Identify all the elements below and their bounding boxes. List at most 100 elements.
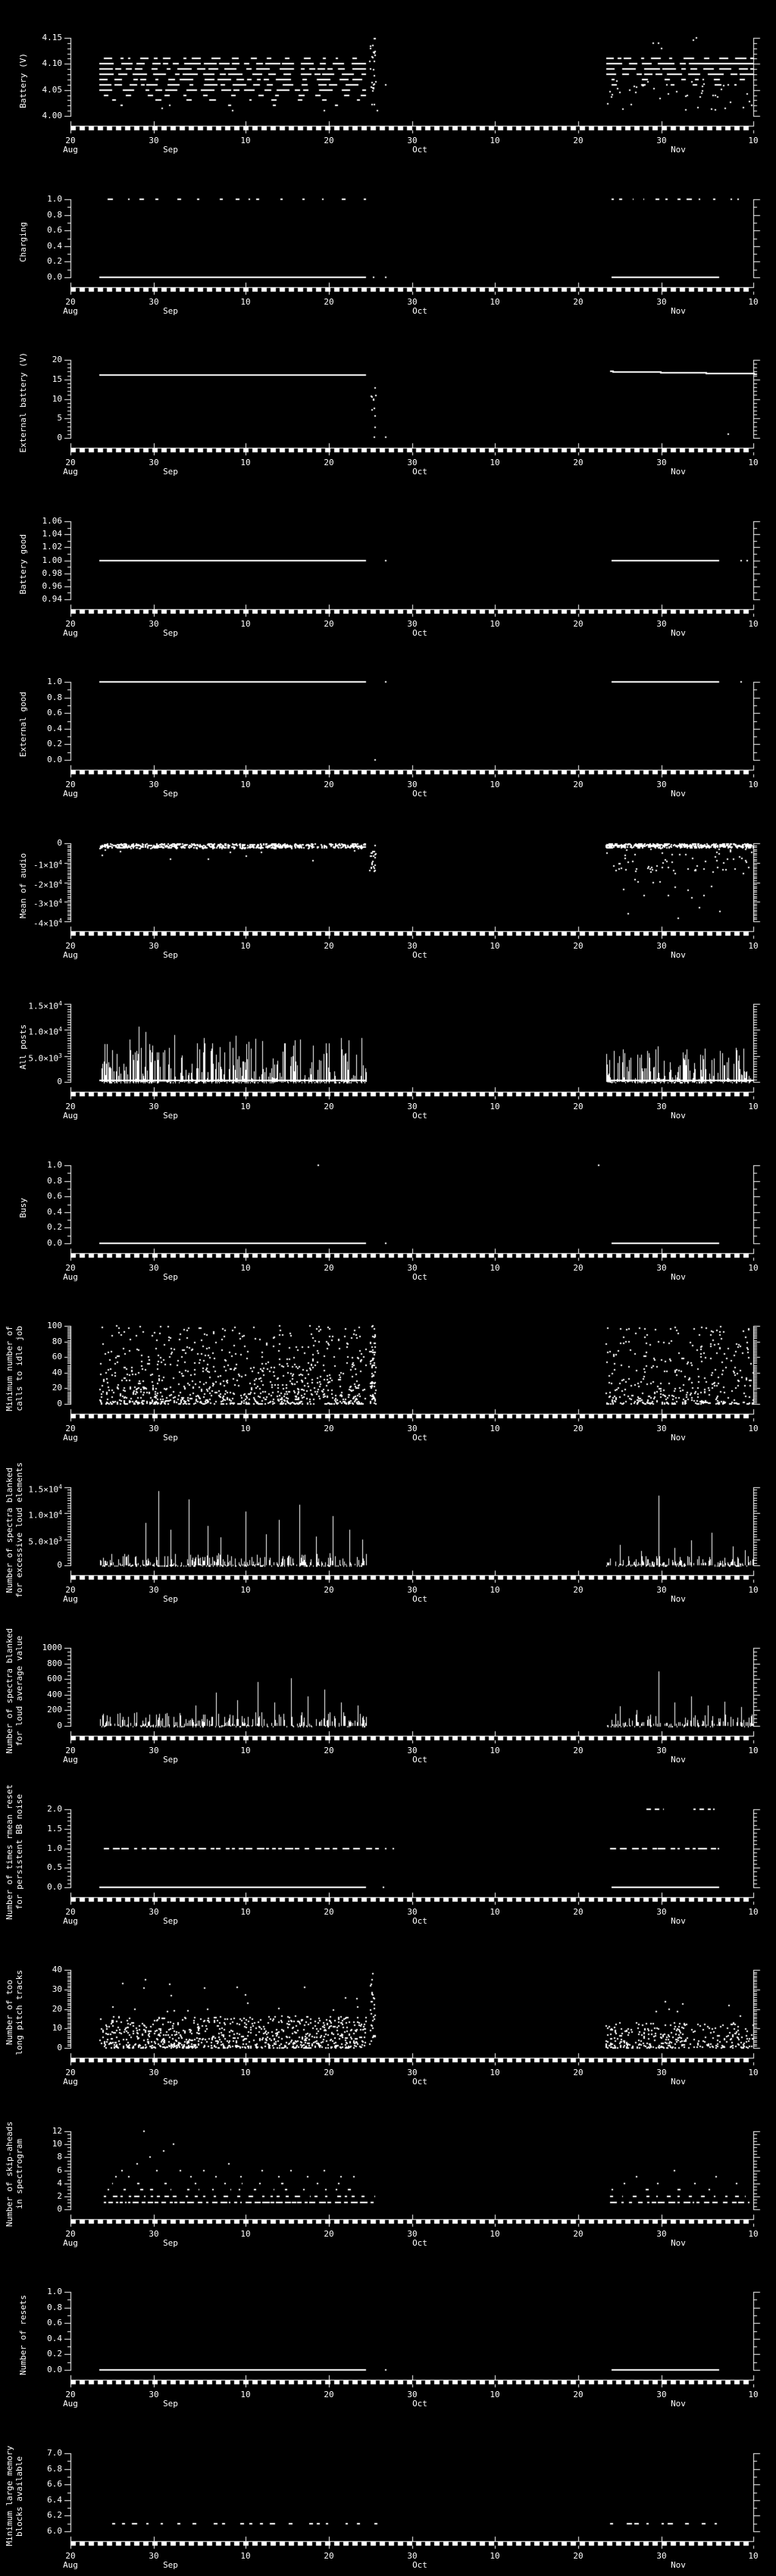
y-tick-label: 4.05 bbox=[42, 85, 63, 95]
month-label: Oct bbox=[412, 467, 427, 477]
y-tick-label: 10 bbox=[52, 2023, 62, 2033]
x-tick-label: 30 bbox=[149, 1585, 159, 1595]
spectra-blanked-loud-avg-plot-canvas bbox=[0, 1610, 776, 1771]
x-tick-label: 20 bbox=[573, 1263, 584, 1273]
x-tick-label: 10 bbox=[240, 941, 251, 951]
y-tick-label: 1.5 bbox=[47, 1824, 62, 1834]
y-tick-label: -3×104 bbox=[33, 898, 62, 909]
x-tick-label: 20 bbox=[573, 1585, 584, 1595]
x-tick-label: 20 bbox=[324, 2551, 334, 2561]
y-tick-label: 20 bbox=[52, 2004, 62, 2014]
panel-external-battery: External battery (V) 0 5 10 15 20 20 30 10 20 30 10… bbox=[0, 322, 776, 483]
month-label: Aug bbox=[63, 2399, 78, 2409]
y-tick-label: 0.8 bbox=[47, 1176, 62, 1186]
x-tick-label: 20 bbox=[65, 941, 76, 951]
y-tick-label: 0.4 bbox=[47, 2334, 62, 2343]
y-tick-label: 1.5×104 bbox=[28, 1000, 62, 1011]
month-label: Aug bbox=[63, 1916, 78, 1926]
y-tick-label: 6.6 bbox=[47, 2479, 62, 2489]
x-tick-label: 10 bbox=[490, 780, 500, 789]
busy-plot-canvas bbox=[0, 1127, 776, 1289]
x-tick-label: 10 bbox=[748, 458, 759, 467]
x-tick-label: 30 bbox=[656, 1263, 667, 1273]
x-tick-label: 10 bbox=[490, 458, 500, 467]
y-tick-label: 0.0 bbox=[47, 2365, 62, 2374]
x-tick-label: 10 bbox=[240, 1424, 251, 1433]
x-tick-label: 10 bbox=[748, 941, 759, 951]
x-tick-label: 10 bbox=[490, 1746, 500, 1755]
month-label: Sep bbox=[163, 1594, 178, 1604]
y-tick-label: 5.0×103 bbox=[28, 1052, 62, 1064]
x-tick-label: 30 bbox=[149, 619, 159, 629]
month-label: Aug bbox=[63, 1272, 78, 1282]
x-tick-label: 30 bbox=[656, 2068, 667, 2077]
x-tick-label: 10 bbox=[748, 619, 759, 629]
x-tick-label: 10 bbox=[748, 2068, 759, 2077]
x-tick-label: 30 bbox=[149, 2551, 159, 2561]
x-tick-label: 20 bbox=[65, 2068, 76, 2077]
y-tick-label: 2 bbox=[57, 2191, 62, 2201]
month-label: Oct bbox=[412, 1433, 427, 1443]
x-tick-label: 20 bbox=[65, 2390, 76, 2399]
x-tick-label: 30 bbox=[656, 458, 667, 467]
charging-plot-canvas bbox=[0, 161, 776, 323]
month-label: Aug bbox=[63, 2560, 78, 2570]
x-tick-label: 20 bbox=[573, 458, 584, 467]
month-label: Nov bbox=[671, 467, 686, 477]
y-tick-label: 1.0×104 bbox=[28, 1509, 62, 1521]
y-tick-label: 0 bbox=[57, 1077, 62, 1086]
x-tick-label: 20 bbox=[573, 136, 584, 145]
x-tick-label: 30 bbox=[407, 2551, 418, 2561]
month-label: Nov bbox=[671, 1594, 686, 1604]
month-label: Oct bbox=[412, 1755, 427, 1765]
x-tick-label: 20 bbox=[324, 1424, 334, 1433]
panel-busy: Busy 0.0 0.2 0.4 0.6 0.8 1.0 20 30 10 20 30 10 20 30 10… bbox=[0, 1127, 776, 1289]
month-label: Oct bbox=[412, 950, 427, 960]
y-tick-label: 4.10 bbox=[42, 58, 63, 68]
y-tick-label: 100 bbox=[47, 1321, 62, 1330]
x-tick-label: 20 bbox=[65, 2229, 76, 2239]
x-tick-label: 30 bbox=[656, 1424, 667, 1433]
x-tick-label: 30 bbox=[656, 136, 667, 145]
panel-charging: Charging 0.0 0.2 0.4 0.6 0.8 1.0 20 30 10 20 30 10 20… bbox=[0, 161, 776, 323]
mean-of-audio-plot-canvas bbox=[0, 805, 776, 967]
x-tick-label: 20 bbox=[65, 2551, 76, 2561]
month-label: Nov bbox=[671, 1433, 686, 1443]
resets-plot-canvas bbox=[0, 2254, 776, 2415]
x-tick-label: 10 bbox=[490, 136, 500, 145]
y-tick-label: 0 bbox=[57, 838, 62, 848]
x-tick-label: 20 bbox=[65, 1102, 76, 1111]
x-tick-label: 30 bbox=[149, 1102, 159, 1111]
battery-good-plot-canvas bbox=[0, 483, 776, 645]
x-tick-label: 10 bbox=[490, 1907, 500, 1917]
x-tick-label: 30 bbox=[149, 941, 159, 951]
x-tick-label: 30 bbox=[149, 297, 159, 307]
month-label: Aug bbox=[63, 1594, 78, 1604]
x-tick-label: 30 bbox=[407, 1585, 418, 1595]
x-tick-label: 20 bbox=[573, 780, 584, 789]
x-tick-label: 30 bbox=[407, 2390, 418, 2399]
y-tick-label: 0.5 bbox=[47, 1862, 62, 1872]
month-label: Oct bbox=[412, 2238, 427, 2248]
x-tick-label: 30 bbox=[149, 1746, 159, 1755]
x-tick-label: 20 bbox=[324, 2390, 334, 2399]
x-tick-label: 30 bbox=[149, 780, 159, 789]
month-label: Sep bbox=[163, 2560, 178, 2570]
min-large-memory-blocks-plot-canvas bbox=[0, 2415, 776, 2576]
x-tick-label: 30 bbox=[407, 941, 418, 951]
x-tick-label: 20 bbox=[65, 780, 76, 789]
x-tick-label: 20 bbox=[65, 136, 76, 145]
month-label: Aug bbox=[63, 1433, 78, 1443]
month-label: Nov bbox=[671, 2399, 686, 2409]
y-tick-label: 0 bbox=[57, 2204, 62, 2214]
y-tick-label: 80 bbox=[52, 1336, 62, 1346]
y-tick-label: 6.8 bbox=[47, 2464, 62, 2474]
month-label: Oct bbox=[412, 628, 427, 638]
y-tick-label: 1.5×104 bbox=[28, 1483, 62, 1495]
all-posts-plot-canvas bbox=[0, 966, 776, 1127]
y-tick-label: 40 bbox=[52, 1965, 62, 1974]
y-tick-label: 5 bbox=[57, 413, 62, 423]
y-tick-label: 0 bbox=[57, 1721, 62, 1730]
x-tick-label: 20 bbox=[65, 458, 76, 467]
